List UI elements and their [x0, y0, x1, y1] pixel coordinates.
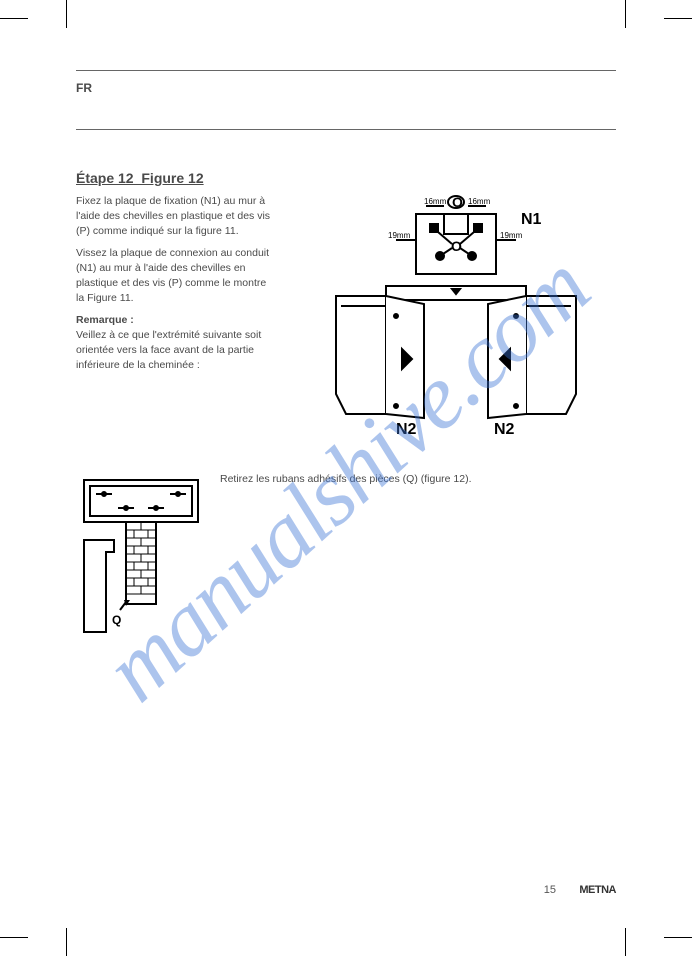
fig-dim: 19mm: [500, 231, 523, 240]
lower-text: Retirez les rubans adhésifs des pièces (…: [220, 472, 472, 642]
fig-dim: 19mm: [388, 231, 411, 240]
crop-mark: [66, 928, 67, 956]
brand-logo: METNA: [579, 884, 616, 896]
brand-name: ETNA: [588, 884, 616, 896]
fig-dim: 16mm: [468, 197, 491, 206]
content-area: FR Étape 12_Figure 12 Fixez la plaque de…: [76, 60, 616, 896]
fig-label-n1: N1: [521, 211, 542, 228]
text-column: Fixez la plaque de fixation (N1) au mur …: [76, 194, 276, 454]
crop-mark: [625, 928, 626, 956]
crop-mark: [664, 18, 692, 19]
figure-column: O O N1 N2 N2 16mm 16mm 19mm 19mm: [296, 194, 616, 454]
two-column-row: Fixez la plaque de fixation (N1) au mur …: [76, 194, 616, 454]
header-rule-bottom: [76, 129, 616, 130]
fig-label-o-mid: O: [451, 238, 462, 254]
crop-mark: [0, 18, 28, 19]
paragraph: Fixez la plaque de fixation (N1) au mur …: [76, 194, 276, 240]
fig-label-o-top: O: [452, 194, 463, 210]
small-figure: Q: [76, 472, 206, 642]
header-rule-top: [76, 70, 616, 71]
crop-mark: [66, 0, 67, 28]
fig-label-q: Q: [112, 613, 121, 627]
crop-mark: [664, 937, 692, 938]
fig-label-n2-left: N2: [396, 421, 417, 438]
crop-mark: [625, 0, 626, 28]
fig-dim: 16mm: [424, 197, 447, 206]
section-heading: Étape 12_Figure 12: [76, 170, 616, 186]
paragraph: Vissez la plaque de connexion au conduit…: [76, 246, 276, 307]
paragraph: Retirez les rubans adhésifs des pièces (…: [220, 472, 472, 487]
page-number: 15: [544, 884, 556, 896]
fig-label-n2-right: N2: [494, 421, 515, 438]
page: FR Étape 12_Figure 12 Fixez la plaque de…: [0, 0, 692, 956]
main-figure: O O N1 N2 N2 16mm 16mm 19mm 19mm: [326, 194, 586, 454]
lower-row: Q Retirez les rubans adhésifs des pièces…: [76, 472, 616, 642]
note-label: Remarque :: [76, 313, 276, 328]
language-label: FR: [76, 81, 616, 95]
crop-mark: [0, 937, 28, 938]
brand-prefix: M: [579, 884, 588, 896]
note-text: Veillez à ce que l'extrémité suivante so…: [76, 328, 276, 374]
